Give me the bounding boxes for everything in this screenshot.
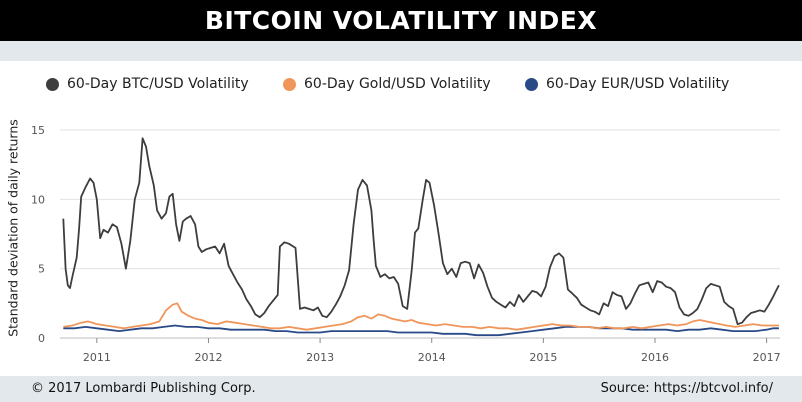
legend-item-btc[interactable]: 60-Day BTC/USD Volatility [46, 76, 249, 92]
legend-marker-eur [525, 77, 538, 91]
legend-label-eur: 60-Day EUR/USD Volatility [546, 76, 730, 92]
y-tick-label: 15 [31, 124, 45, 137]
axis-layer: 0 5 10 15 2011 2012 2013 2014 2015 2016 2017 [31, 124, 781, 364]
legend: 60-Day BTC/USD Volatility 60-Day Gold/US… [0, 72, 802, 98]
copyright-text: © 2017 Lombardi Publishing Corp. [31, 381, 256, 396]
series-line-eur [63, 324, 779, 337]
header-band [0, 41, 802, 61]
y-tick-label: 5 [38, 263, 45, 276]
x-tick-label: 2016 [641, 351, 669, 364]
legend-label-btc: 60-Day BTC/USD Volatility [67, 76, 249, 92]
x-tick-label: 2014 [418, 351, 446, 364]
series-line-gold [63, 302, 779, 331]
legend-marker-gold [283, 77, 296, 91]
x-tick-label: 2013 [306, 351, 334, 364]
legend-marker-btc [46, 77, 59, 91]
chart-title: BITCOIN VOLATILITY INDEX [0, 0, 802, 41]
x-tick-label: 2011 [83, 351, 111, 364]
legend-item-eur[interactable]: 60-Day EUR/USD Volatility [525, 76, 729, 92]
x-tick-label: 2017 [753, 351, 781, 364]
series-layer [62, 137, 780, 337]
chart-plot: 0 5 10 15 2011 2012 2013 2014 2015 2016 2017 [31, 124, 781, 364]
y-tick-label: 10 [31, 193, 45, 206]
x-tick-label: 2015 [529, 351, 557, 364]
source-text: Source: https://btcvol.info/ [600, 381, 773, 396]
y-tick-label: 0 [38, 332, 45, 345]
series-line-btc [62, 137, 780, 325]
grid-layer [60, 129, 780, 339]
legend-item-gold[interactable]: 60-Day Gold/USD Volatility [283, 76, 491, 92]
footer: © 2017 Lombardi Publishing Corp. Source:… [0, 376, 802, 402]
x-tick-label: 2012 [194, 351, 222, 364]
legend-label-gold: 60-Day Gold/USD Volatility [304, 76, 491, 92]
